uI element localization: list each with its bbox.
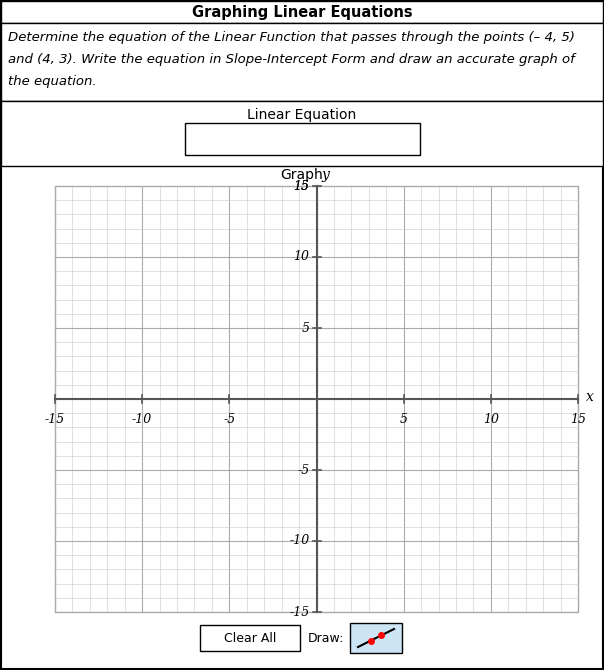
Text: 5: 5: [400, 413, 408, 426]
Text: Graph: Graph: [281, 168, 323, 182]
Text: -10: -10: [132, 413, 152, 426]
Text: y: y: [321, 168, 329, 182]
Text: Determine the equation of the Linear Function that passes through the points (– : Determine the equation of the Linear Fun…: [8, 31, 575, 44]
Bar: [350, 623, 402, 653]
Text: -5: -5: [297, 464, 309, 476]
Text: x: x: [586, 390, 594, 404]
Bar: [55, 186, 578, 612]
Text: and (4, 3). Write the equation in Slope-Intercept Form and draw an accurate grap: and (4, 3). Write the equation in Slope-…: [8, 54, 575, 66]
Text: the equation.: the equation.: [8, 76, 97, 88]
Text: 15: 15: [294, 180, 309, 192]
Text: Draw:: Draw:: [308, 632, 344, 645]
Text: -15: -15: [289, 606, 309, 618]
Text: Graphing Linear Equations: Graphing Linear Equations: [191, 5, 413, 19]
Text: Clear All: Clear All: [224, 632, 276, 645]
Text: 5: 5: [301, 322, 309, 334]
Bar: [200, 625, 300, 651]
Text: -10: -10: [289, 535, 309, 547]
Bar: [1, 1, 603, 23]
Bar: [1, 101, 603, 166]
Text: Linear Equation: Linear Equation: [248, 108, 356, 122]
Text: -5: -5: [223, 413, 236, 426]
Bar: [1, 23, 603, 101]
Text: 15: 15: [294, 180, 309, 192]
Text: -15: -15: [45, 413, 65, 426]
Text: 10: 10: [483, 413, 499, 426]
Bar: [185, 123, 420, 155]
Text: 15: 15: [570, 413, 586, 426]
Text: 10: 10: [294, 251, 309, 263]
